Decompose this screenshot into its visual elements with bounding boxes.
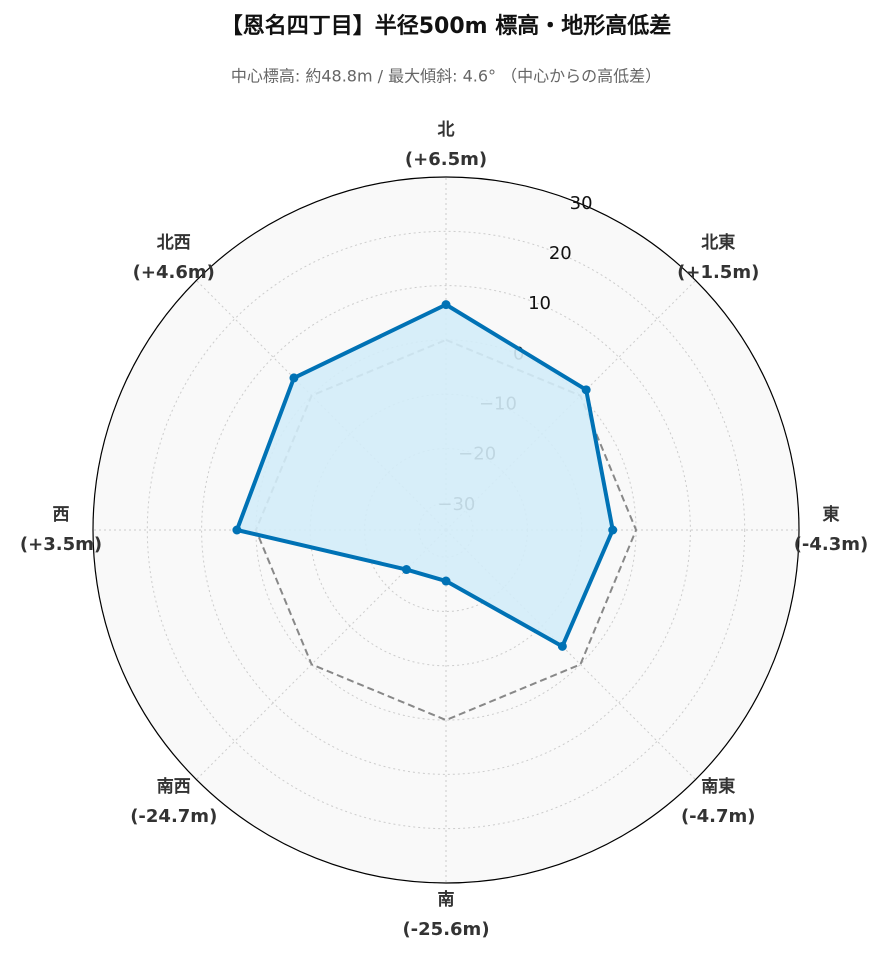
- data-point: [289, 373, 299, 383]
- r-tick-label: 10: [528, 293, 551, 314]
- value-label: (-24.7m): [130, 806, 217, 827]
- category-label: 南: [438, 889, 455, 910]
- category-label: 西: [53, 505, 70, 525]
- category-label: 北西: [157, 233, 191, 253]
- category-label: 東: [823, 504, 840, 525]
- category-label: 北東: [701, 232, 735, 253]
- outer-circle: [92, 176, 800, 884]
- spoke: [445, 529, 696, 780]
- value-label: (-4.7m): [681, 806, 756, 827]
- r-tick-label: 30: [570, 193, 593, 214]
- grid-circle: [201, 285, 691, 775]
- value-label: (-4.3m): [794, 534, 869, 555]
- value-label: (+6.5m): [405, 149, 487, 170]
- data-point: [581, 385, 591, 395]
- value-label: (-25.6m): [402, 919, 489, 940]
- data-point: [401, 565, 411, 575]
- data-point: [557, 641, 567, 651]
- r-tick-label: 20: [549, 243, 572, 264]
- category-label: 北: [438, 120, 455, 140]
- data-point: [441, 576, 451, 586]
- spoke: [196, 529, 447, 780]
- chart-subtitle: 中心標高: 約48.8m / 最大傾斜: 4.6° （中心からの高低差）: [231, 67, 661, 86]
- category-label: 南西: [157, 776, 191, 797]
- data-point: [608, 525, 618, 535]
- value-label: (+3.5m): [20, 534, 102, 555]
- chart-title: 【恩名四丁目】半径500m 標高・地形高低差: [221, 13, 672, 39]
- category-label: 南東: [701, 776, 735, 797]
- data-point: [232, 525, 242, 535]
- value-label: (+4.6m): [133, 262, 215, 283]
- value-label: (+1.5m): [677, 262, 759, 283]
- data-point: [441, 300, 451, 310]
- grid-circle: [146, 230, 746, 830]
